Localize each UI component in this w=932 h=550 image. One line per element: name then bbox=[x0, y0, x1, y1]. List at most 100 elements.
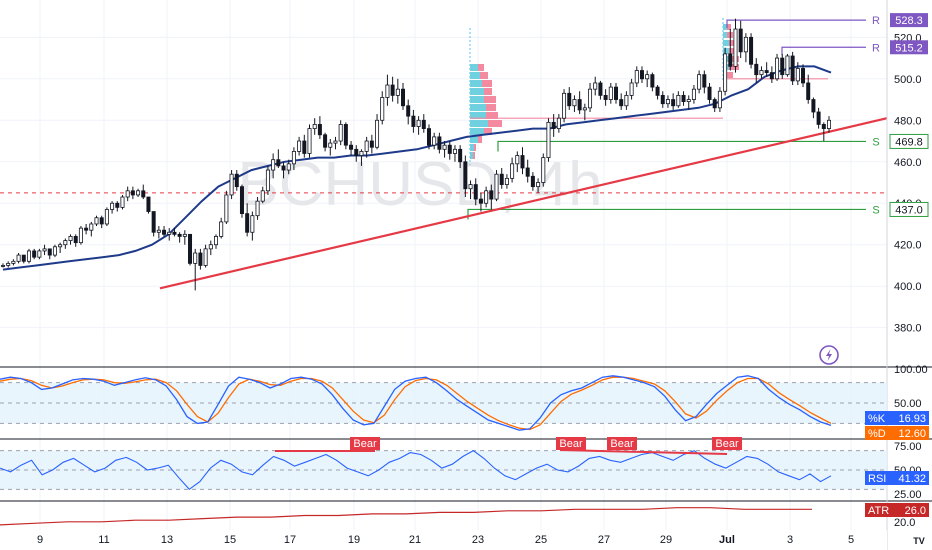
moving-average-line bbox=[2, 65, 832, 271]
candle-body bbox=[676, 94, 681, 107]
candle-body bbox=[515, 155, 520, 165]
candle-body bbox=[369, 140, 374, 148]
rsi-tick-label: 25.00 bbox=[894, 489, 922, 501]
candle-body bbox=[271, 159, 276, 171]
candle-body bbox=[276, 159, 281, 167]
candle-body bbox=[239, 186, 244, 215]
candle-body bbox=[702, 74, 707, 88]
candle-body bbox=[130, 190, 135, 196]
profile-bar bbox=[729, 40, 735, 46]
candle-body bbox=[541, 157, 546, 183]
support-marker: S bbox=[872, 136, 879, 148]
profile-bar bbox=[470, 96, 484, 103]
profile-bar bbox=[478, 64, 484, 71]
candle-body bbox=[172, 231, 177, 235]
price-tick-label: 380.0 bbox=[894, 323, 922, 335]
candle-body bbox=[89, 223, 94, 231]
candle-body bbox=[99, 217, 104, 225]
candle-body bbox=[769, 72, 774, 80]
atr-value: 26.0 bbox=[905, 505, 926, 517]
resistance-marker: R bbox=[872, 15, 880, 27]
time-tick-label: 19 bbox=[348, 534, 360, 546]
candle-body bbox=[468, 184, 473, 190]
bear-label-badge bbox=[607, 437, 637, 450]
profile-bar bbox=[727, 72, 733, 78]
rsi-badge bbox=[865, 471, 929, 485]
resistance-line bbox=[781, 46, 866, 56]
bearish-divergence-line bbox=[559, 449, 728, 455]
candle-body bbox=[686, 99, 691, 103]
time-tick-label: 11 bbox=[98, 534, 109, 546]
trendline[interactable] bbox=[159, 117, 888, 290]
candle-body bbox=[494, 173, 499, 200]
candle-body bbox=[73, 236, 78, 244]
candle-body bbox=[754, 63, 759, 76]
candle-body bbox=[452, 148, 457, 154]
profile-bar bbox=[470, 64, 478, 71]
candle-body bbox=[416, 119, 421, 127]
price-tick-label: 420.0 bbox=[894, 240, 922, 252]
atr-pane: ATR 26.020.0 bbox=[0, 503, 929, 529]
candle-body bbox=[759, 70, 764, 76]
time-axis-bg bbox=[0, 530, 887, 550]
candle-body bbox=[489, 190, 494, 200]
candle-body bbox=[229, 173, 234, 196]
candle-body bbox=[624, 94, 629, 107]
profile-bar bbox=[470, 88, 484, 95]
candle-body bbox=[63, 240, 68, 246]
candle-body bbox=[743, 36, 748, 53]
candle-body bbox=[681, 94, 686, 103]
bear-label: Bear bbox=[559, 438, 583, 450]
support-line bbox=[497, 140, 866, 152]
time-axis-ticks[interactable]: 9 11 13 15 17 19 21 23 25 27 29 Jul 3 5 bbox=[0, 530, 887, 550]
candle-body bbox=[354, 148, 359, 156]
candle-body bbox=[21, 254, 26, 262]
candle-body bbox=[312, 124, 317, 129]
candle-body bbox=[484, 190, 489, 204]
volume-profile bbox=[469, 18, 739, 165]
price-tick-label: 460.0 bbox=[894, 157, 922, 169]
price-axis[interactable] bbox=[887, 0, 932, 530]
profile-bar bbox=[729, 48, 737, 54]
candle-body bbox=[11, 260, 16, 264]
atr-line bbox=[0, 507, 812, 526]
candle-body bbox=[323, 134, 328, 148]
candle-body bbox=[84, 227, 89, 231]
candle-body bbox=[26, 250, 31, 262]
candle-body bbox=[42, 248, 47, 252]
candle-body bbox=[115, 202, 120, 208]
profile-bar bbox=[470, 152, 473, 159]
resistance-value: 515.2 bbox=[895, 42, 923, 54]
candle-body bbox=[260, 190, 265, 202]
stoch-tick-label: 50.00 bbox=[894, 398, 922, 410]
candlestick-series bbox=[0, 18, 832, 291]
bear-label-badge bbox=[350, 437, 380, 450]
candle-body bbox=[406, 105, 411, 117]
candle-body bbox=[738, 28, 743, 53]
support-badge bbox=[889, 133, 929, 149]
candle-body bbox=[32, 250, 37, 258]
candle-body bbox=[691, 88, 696, 100]
rsi-value: 41.32 bbox=[898, 473, 926, 485]
candle-body bbox=[463, 161, 468, 190]
candle-body bbox=[775, 57, 780, 80]
candle-body bbox=[458, 148, 463, 163]
candle-body bbox=[593, 82, 598, 90]
profile-bar bbox=[486, 104, 496, 111]
candle-body bbox=[723, 53, 728, 92]
candle-body bbox=[790, 55, 795, 82]
candle-body bbox=[359, 150, 364, 156]
profile-bar bbox=[470, 120, 488, 127]
profile-bar bbox=[484, 96, 496, 103]
resistance-line bbox=[726, 19, 866, 29]
price-tick-label: 500.0 bbox=[894, 74, 922, 86]
candle-body bbox=[78, 227, 83, 244]
tradingview-logo-icon[interactable]: TV bbox=[910, 533, 928, 547]
candle-body bbox=[203, 248, 208, 266]
lightning-bolt-icon[interactable] bbox=[819, 345, 839, 365]
stoch-k-badge bbox=[865, 411, 929, 425]
logo-text: TV bbox=[913, 536, 925, 546]
support-badge bbox=[889, 201, 929, 217]
